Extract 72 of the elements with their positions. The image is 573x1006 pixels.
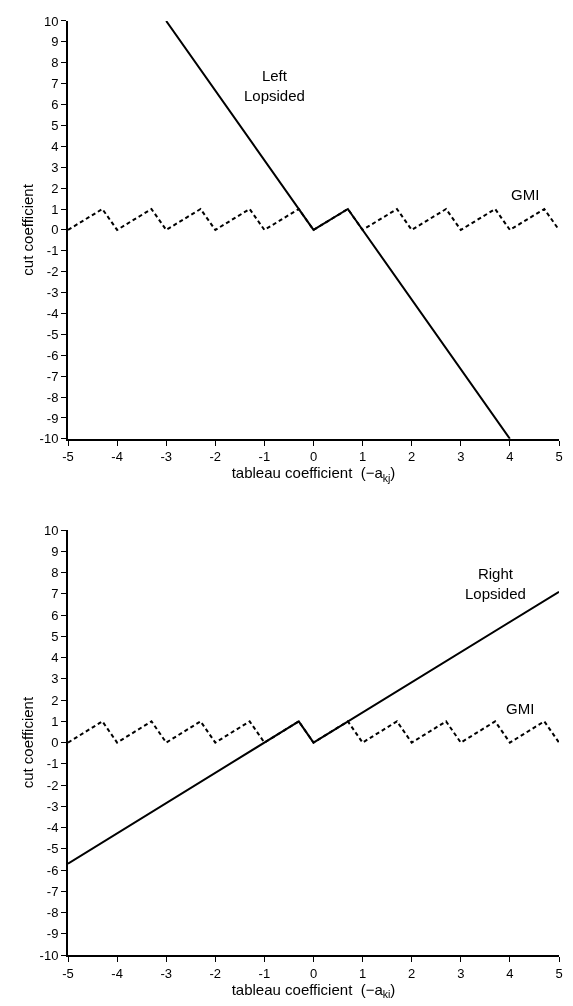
x-tick-label: -5 bbox=[62, 449, 74, 465]
y-tick-label: -9 bbox=[46, 926, 59, 942]
x-tick-label: -4 bbox=[111, 965, 123, 981]
x-tick-label: -1 bbox=[258, 965, 271, 981]
x-tick-label: 3 bbox=[457, 965, 465, 981]
y-tick-label: -6 bbox=[46, 347, 59, 363]
x-tick-label: 5 bbox=[555, 965, 563, 981]
series-label: Right Lopsided bbox=[465, 565, 526, 602]
y-tick-label: 9 bbox=[51, 543, 59, 559]
y-tick-label: -1 bbox=[46, 243, 59, 259]
y-tick-label: -2 bbox=[46, 777, 59, 793]
y-tick-label: -3 bbox=[46, 285, 59, 301]
x-tick-label: 4 bbox=[506, 449, 514, 465]
x-tick-label: 4 bbox=[506, 965, 514, 981]
y-tick-label: -10 bbox=[39, 947, 59, 963]
x-tick-label: 3 bbox=[457, 449, 465, 465]
y-tick-label: -8 bbox=[46, 389, 59, 405]
y-tick-label: -2 bbox=[46, 264, 59, 280]
x-tick-label: -1 bbox=[258, 449, 271, 465]
x-tick-label: 5 bbox=[555, 449, 563, 465]
y-tick-label: 2 bbox=[51, 180, 59, 196]
y-tick-label: -3 bbox=[46, 798, 59, 814]
x-tick-label: 1 bbox=[358, 449, 367, 465]
y-tick-label: -8 bbox=[46, 905, 59, 921]
y-tick-label: 2 bbox=[51, 692, 59, 708]
y-tick-label: -5 bbox=[46, 841, 59, 857]
x-axis-title: tableau coefficient (−a$_{kj}$) bbox=[231, 464, 396, 484]
x-tick-label: -2 bbox=[209, 965, 222, 981]
y-tick-label: 5 bbox=[51, 628, 59, 644]
y-tick-label: -6 bbox=[46, 862, 59, 878]
y-tick-label: 7 bbox=[51, 586, 59, 602]
x-tick-label: -3 bbox=[160, 965, 172, 981]
x-tick-label: 2 bbox=[408, 449, 416, 465]
y-tick-label: 1 bbox=[51, 201, 59, 217]
series-label: GMI bbox=[511, 186, 540, 203]
x-tick-label: 0 bbox=[309, 965, 318, 981]
y-tick-label: -9 bbox=[46, 410, 59, 426]
y-tick-label: 4 bbox=[51, 138, 59, 154]
y-tick-label: 3 bbox=[51, 159, 59, 175]
series-label: GMI bbox=[506, 700, 535, 717]
y-tick-label: 4 bbox=[51, 650, 59, 666]
y-tick-label: 0 bbox=[51, 735, 59, 751]
x-tick-label: 0 bbox=[309, 449, 318, 465]
series-label: Left Lopsided bbox=[244, 67, 305, 104]
y-tick-label: -7 bbox=[46, 883, 59, 899]
y-tick-label: 0 bbox=[51, 222, 59, 238]
y-tick-label: -7 bbox=[46, 368, 59, 384]
x-tick-label: -4 bbox=[111, 449, 123, 465]
x-tick-label: -3 bbox=[160, 449, 172, 465]
x-tick-label: -5 bbox=[62, 965, 74, 981]
y-axis-title: cut coefficient bbox=[19, 696, 37, 789]
y-tick-label: 8 bbox=[51, 565, 59, 581]
y-tick-label: 5 bbox=[51, 117, 59, 133]
y-tick-label: 3 bbox=[51, 671, 59, 687]
x-tick-label: -2 bbox=[209, 449, 222, 465]
y-tick-label: 10 bbox=[43, 13, 59, 29]
y-tick-label: 7 bbox=[51, 76, 59, 92]
y-tick-label: 6 bbox=[51, 97, 59, 113]
y-tick-label: -5 bbox=[46, 326, 59, 342]
y-tick-label: -10 bbox=[39, 431, 59, 447]
y-tick-label: -1 bbox=[46, 756, 59, 772]
y-tick-label: -4 bbox=[46, 820, 59, 836]
y-tick-label: 6 bbox=[51, 607, 59, 623]
y-tick-label: -4 bbox=[46, 306, 59, 322]
x-tick-label: 1 bbox=[358, 965, 367, 981]
y-tick-label: 1 bbox=[51, 713, 59, 729]
y-axis-title: cut coefficient bbox=[19, 183, 37, 276]
y-tick-label: 10 bbox=[43, 522, 59, 538]
x-tick-label: 2 bbox=[408, 965, 416, 981]
y-tick-label: 9 bbox=[51, 34, 59, 50]
y-tick-label: 8 bbox=[51, 55, 59, 71]
x-axis-title: tableau coefficient (−a$_{ki}$) bbox=[231, 980, 396, 1000]
